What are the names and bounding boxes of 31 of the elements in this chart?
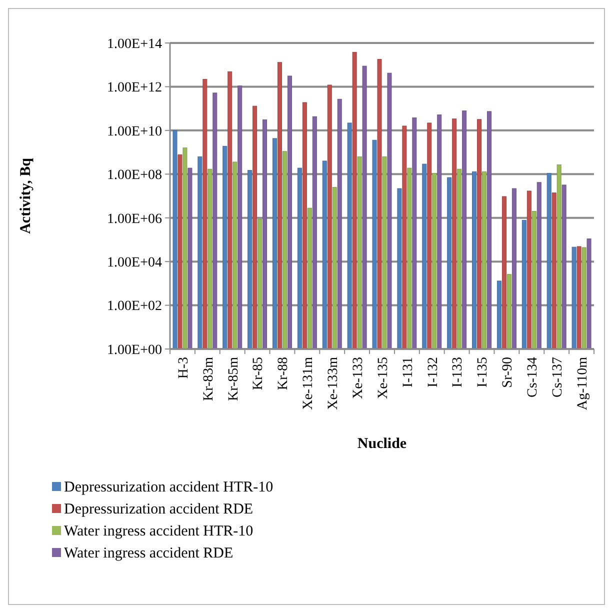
y-tick-label: 1.00E+12: [107, 80, 162, 96]
legend-label: Depressurization accident RDE: [64, 501, 254, 518]
x-tick-label: Ag-110m: [575, 356, 590, 410]
y-tick-label: 1.00E+06: [107, 212, 162, 227]
x-tick-label: Cs-134: [526, 357, 541, 398]
y-tick-label: 1.00E+10: [107, 124, 162, 140]
y-tick-label: 1.00E+04: [107, 255, 162, 270]
x-tick-label: Sr-90: [500, 357, 516, 388]
x-tick-label: I-132: [426, 357, 441, 388]
x-tick-label: Xe-133m: [326, 356, 342, 410]
y-tick-label: 1.00E+02: [107, 299, 162, 314]
x-tick-label: Kr-85m: [226, 356, 242, 402]
x-tick-label: I-135: [476, 357, 491, 388]
x-tick-label: H-3: [176, 357, 192, 379]
x-tick-label: Xe-135: [376, 357, 391, 399]
y-axis-title: Activity, Bq: [18, 157, 34, 234]
legend-label: Water ingress accident HTR-10: [64, 523, 254, 540]
x-tick-label: Kr-83m: [201, 356, 216, 402]
x-tick-label: Cs-137: [550, 357, 566, 398]
y-tick-label: 1.00E+14: [107, 36, 162, 52]
legend-label: Depressurization accident HTR-10: [64, 479, 274, 496]
x-tick-label: Kr-88: [276, 357, 292, 390]
legend-label: Water ingress accident RDE: [64, 545, 234, 562]
x-axis-title: Nuclide: [357, 436, 407, 452]
x-tick-label: Xe-133: [350, 357, 366, 399]
x-tick-label: I-131: [400, 357, 416, 388]
y-tick-label: 1.00E+08: [107, 168, 162, 184]
x-tick-label: Xe-131m: [301, 356, 316, 410]
y-tick-label: 1.00E+00: [107, 342, 162, 358]
x-tick-label: I-133: [450, 357, 466, 388]
x-tick-label: Kr-85: [251, 357, 266, 390]
